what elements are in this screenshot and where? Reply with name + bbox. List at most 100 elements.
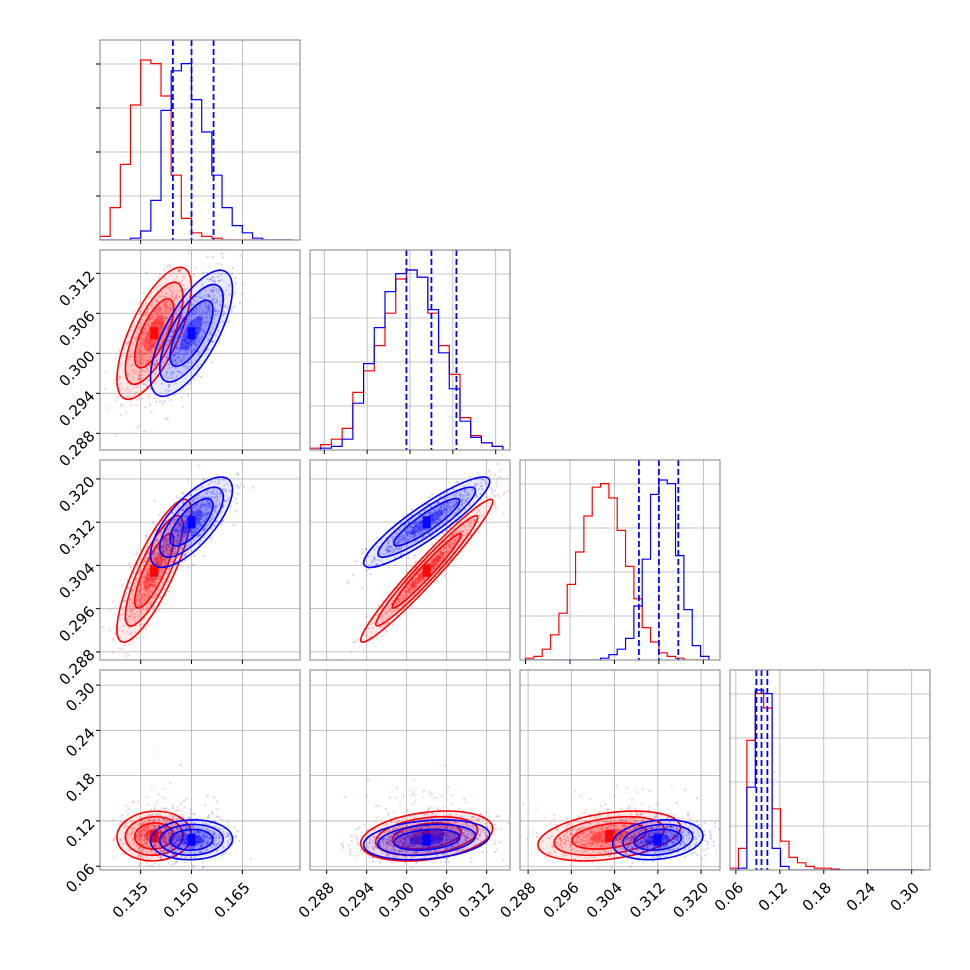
scatter-point — [136, 595, 139, 598]
scatter-point — [155, 314, 158, 318]
scatter-point — [142, 330, 145, 333]
scatter-point — [140, 345, 144, 348]
scatter-point — [187, 318, 191, 321]
scatter-point — [187, 342, 190, 345]
scatter-point — [175, 525, 178, 528]
scatter-point — [181, 509, 184, 512]
scatter-point — [147, 334, 150, 337]
scatter-point — [158, 513, 161, 517]
scatter-point — [155, 316, 158, 319]
scatter-point — [117, 375, 120, 378]
scatter-point — [156, 562, 159, 565]
scatter-point — [163, 536, 166, 540]
scatter-point — [198, 523, 201, 527]
scatter-point — [162, 527, 165, 531]
scatter-point — [148, 341, 152, 344]
scatter-point — [146, 574, 149, 577]
scatter-point — [201, 523, 204, 526]
scatter-point — [184, 516, 187, 519]
scatter-point — [155, 359, 158, 362]
scatter-point — [129, 396, 132, 399]
scatter-point — [175, 310, 178, 313]
scatter-point — [226, 825, 229, 828]
scatter-point — [141, 338, 144, 341]
scatter-point — [97, 686, 99, 688]
scatter-point — [192, 303, 195, 306]
scatter-point — [175, 527, 178, 531]
scatter-point — [138, 590, 141, 593]
scatter-point — [191, 509, 194, 513]
scatter-point — [169, 548, 172, 551]
scatter-point — [457, 535, 460, 538]
scatter-point — [227, 293, 231, 296]
scatter-point — [195, 332, 198, 335]
scatter-point — [194, 530, 197, 533]
scatter-point — [213, 524, 216, 527]
scatter-point — [183, 527, 186, 530]
scatter-point — [202, 479, 205, 482]
scatter-point — [164, 562, 167, 565]
scatter-point — [478, 514, 481, 517]
scatter-point — [179, 534, 182, 537]
scatter-point — [210, 333, 213, 336]
scatter-point — [436, 552, 439, 555]
scatter-point — [223, 484, 226, 487]
scatter-point — [136, 385, 139, 389]
scatter-point — [198, 312, 201, 315]
scatter-point — [150, 808, 153, 811]
scatter-point — [140, 355, 143, 358]
scatter-point — [129, 399, 133, 403]
scatter-point — [156, 348, 159, 351]
scatter-point — [216, 499, 219, 502]
scatter-point — [136, 361, 139, 364]
scatter-point — [121, 630, 125, 633]
scatter-point — [167, 384, 170, 387]
scatter-point — [158, 295, 161, 298]
scatter-point — [138, 599, 141, 602]
scatter-point — [440, 555, 444, 558]
scatter-point — [195, 512, 199, 515]
scatter-point — [138, 588, 141, 592]
scatter-point — [200, 521, 203, 524]
scatter-point — [171, 357, 174, 360]
scatter-point — [142, 583, 146, 586]
scatter-point — [167, 544, 170, 547]
scatter-point — [212, 280, 215, 283]
scatter-point — [136, 397, 139, 400]
scatter-point — [178, 523, 181, 527]
scatter-point — [157, 319, 160, 322]
scatter-point — [147, 803, 150, 806]
scatter-point — [181, 275, 184, 278]
scatter-point — [160, 382, 163, 385]
scatter-point — [143, 559, 147, 562]
scatter-point — [162, 324, 165, 327]
scatter-point — [213, 309, 216, 312]
scatter-point — [190, 343, 193, 346]
scatter-point — [205, 504, 208, 507]
scatter-point — [153, 321, 156, 324]
scatter-point — [171, 511, 174, 514]
scatter-point — [143, 576, 146, 579]
scatter-point — [198, 303, 201, 306]
scatter-point — [108, 629, 111, 632]
scatter-point — [182, 284, 185, 288]
scatter-point — [184, 324, 187, 327]
scatter-point — [150, 350, 153, 353]
scatter-point — [133, 372, 136, 375]
scatter-point — [178, 335, 182, 338]
scatter-point — [236, 493, 239, 496]
scatter-point — [128, 607, 131, 610]
scatter-point — [153, 557, 156, 560]
scatter-point — [212, 524, 215, 528]
scatter-point — [195, 338, 198, 342]
scatter-point — [195, 332, 198, 335]
scatter-point — [214, 334, 217, 337]
scatter-point — [165, 389, 168, 392]
scatter-point — [221, 477, 224, 480]
scatter-point — [185, 503, 188, 506]
scatter-point — [470, 519, 473, 522]
scatter-point — [215, 500, 218, 503]
scatter-point — [157, 589, 160, 592]
scatter-point — [155, 307, 158, 310]
scatter-point — [137, 352, 140, 355]
